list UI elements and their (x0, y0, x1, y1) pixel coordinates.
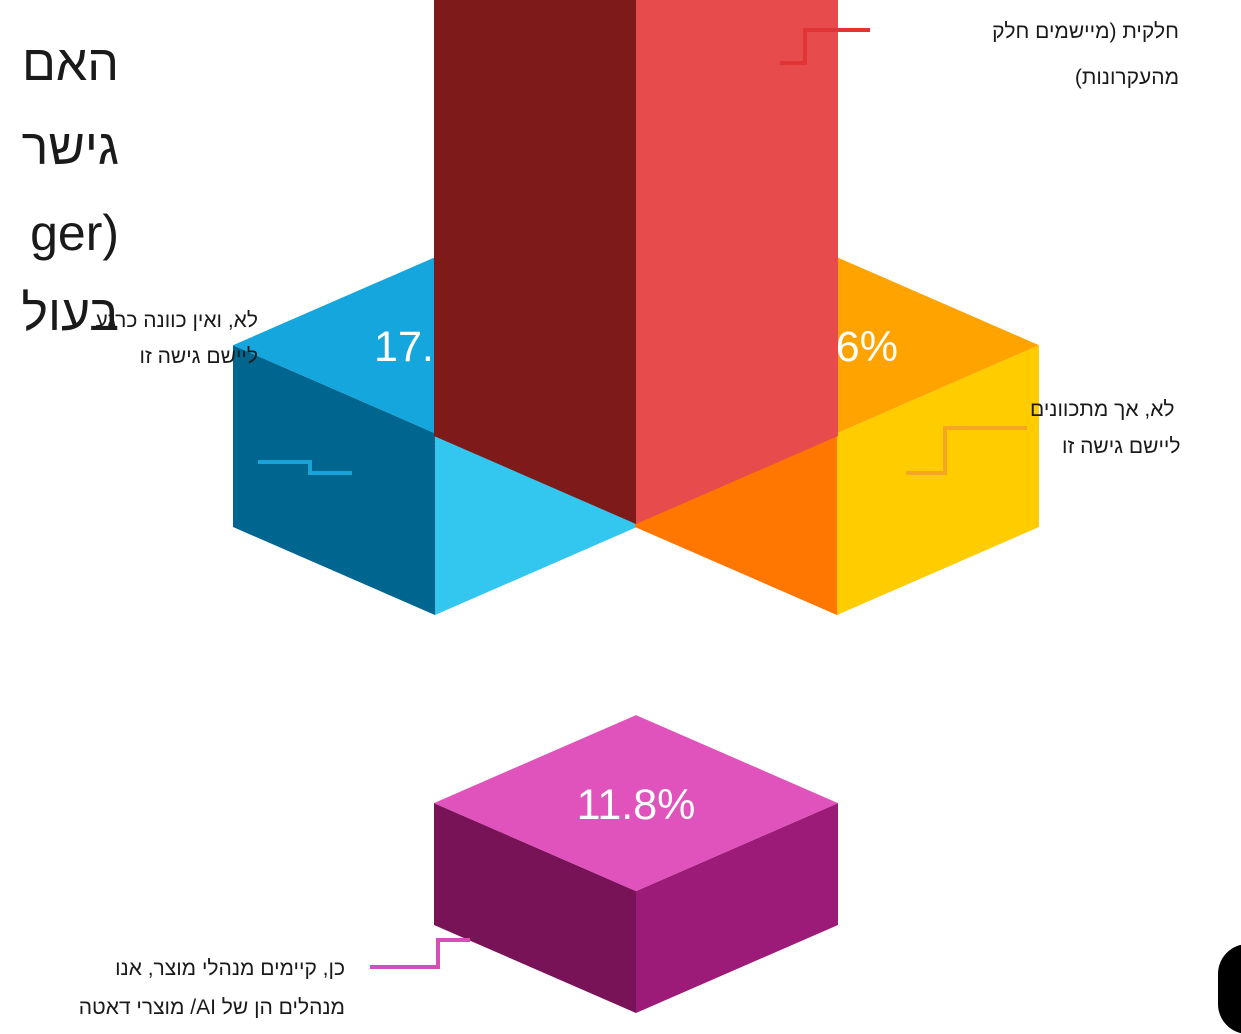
category-label-no-intention-line-1: לא, ואין כוונה כרגע (95, 309, 259, 332)
page-badge (1218, 944, 1241, 1034)
leader-line-partial (780, 28, 870, 65)
bar-partial-left-face (434, 0, 636, 524)
leader-line-planning (906, 426, 1027, 475)
category-label-planning-line-1: לא, אך מתכוונים (1030, 398, 1175, 421)
bar-yes-top-face (434, 715, 838, 892)
category-label-yes-line-1: כן, קיימים מנהלי מוצר, אנו (115, 957, 345, 980)
leader-line-no-intention (258, 460, 352, 475)
bar-yes-right-face (636, 803, 838, 1013)
title-line-2: גישר (21, 119, 119, 175)
bar-planning-right-face (837, 345, 1039, 615)
title-line-4: בעול (21, 285, 120, 341)
bar-yes-left-face (434, 803, 636, 1013)
title-line-1: האם (22, 35, 119, 91)
category-label-no-intention-line-2: ליישם גישה זו (139, 345, 259, 368)
category-label-partial-line-1: חלקית (מיישמים חלק (992, 20, 1179, 43)
category-label-planning-line-2: ליישם גישה זו (1062, 435, 1181, 458)
title-line-3: ger) (30, 205, 119, 261)
category-label-partial-line-2: מהעקרונות) (1074, 66, 1179, 89)
bar-no-intention-left-face (233, 345, 435, 615)
category-label-yes-line-2: מנהלים הן של AI/ מוצרי דאטה (78, 996, 345, 1019)
leader-line-yes (370, 938, 470, 969)
bar-partial-right-face (636, 0, 838, 524)
value-label-yes: 11.8% (577, 781, 696, 829)
